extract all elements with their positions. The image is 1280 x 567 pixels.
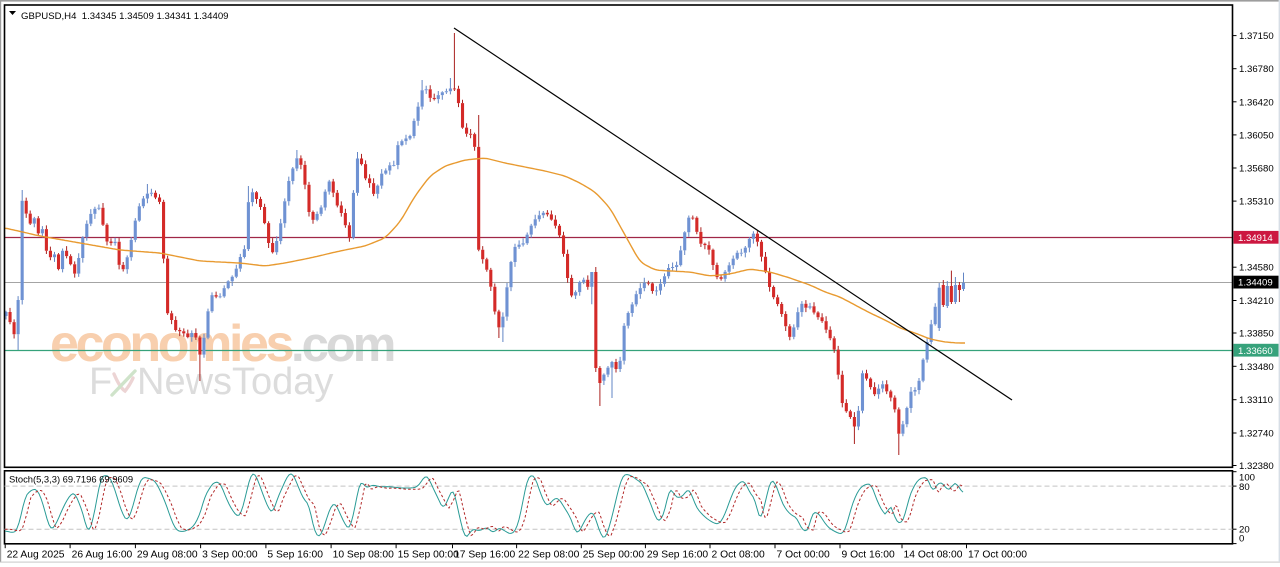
svg-text:17 Sep 16:00: 17 Sep 16:00 [454,550,516,561]
svg-text:.com: .com [291,318,394,372]
svg-text:NewsToday: NewsToday [137,361,333,403]
svg-text:1.33660: 1.33660 [1238,346,1273,357]
svg-text:1.33110: 1.33110 [1239,395,1273,406]
svg-text:5 Sep 16:00: 5 Sep 16:00 [267,550,323,561]
svg-text:1.37150: 1.37150 [1239,31,1274,42]
svg-text:F: F [89,361,112,403]
svg-text:1.36780: 1.36780 [1239,64,1274,75]
svg-text:26 Aug 16:00: 26 Aug 16:00 [72,550,133,561]
svg-text:29 Aug 08:00: 29 Aug 08:00 [137,550,198,561]
svg-text:22 Sep 08:00: 22 Sep 08:00 [518,550,580,561]
svg-text:2 Oct 08:00: 2 Oct 08:00 [712,550,766,561]
svg-text:7 Oct 00:00: 7 Oct 00:00 [777,550,831,561]
svg-text:1.32380: 1.32380 [1239,461,1274,472]
svg-text:1.34914: 1.34914 [1238,233,1273,244]
svg-text:14 Oct 08:00: 14 Oct 08:00 [904,550,963,561]
svg-text:3 Sep 00:00: 3 Sep 00:00 [202,550,258,561]
svg-text:100: 100 [1239,473,1255,484]
svg-text:1.36050: 1.36050 [1239,130,1274,141]
svg-text:1.34580: 1.34580 [1239,263,1274,274]
svg-text:80: 80 [1239,482,1250,493]
svg-text:9 Oct 16:00: 9 Oct 16:00 [842,550,896,561]
svg-text:1.32740: 1.32740 [1239,429,1274,440]
svg-text:17 Oct 00:00: 17 Oct 00:00 [968,550,1027,561]
svg-text:Stoch(5,3,3) 69.7196 69.9609: Stoch(5,3,3) 69.7196 69.9609 [9,474,133,485]
svg-text:0: 0 [1239,534,1244,545]
svg-text:15 Sep 00:00: 15 Sep 00:00 [398,550,460,561]
svg-text:1.35680: 1.35680 [1239,164,1274,175]
svg-text:GBPUSD,H4 1.34345 1.34509 1.3: GBPUSD,H4 1.34345 1.34509 1.34341 1.3440… [21,11,229,22]
svg-text:1.34210: 1.34210 [1239,296,1274,307]
svg-text:20: 20 [1239,525,1250,536]
svg-text:25 Sep 00:00: 25 Sep 00:00 [583,550,645,561]
svg-text:29 Sep 16:00: 29 Sep 16:00 [647,550,709,561]
svg-text:economies: economies [50,315,293,373]
svg-text:10 Sep 08:00: 10 Sep 08:00 [333,550,395,561]
svg-text:1.36420: 1.36420 [1239,97,1274,108]
svg-text:1.35310: 1.35310 [1239,197,1274,208]
svg-text:1.33850: 1.33850 [1239,329,1274,340]
svg-text:22 Aug 2025: 22 Aug 2025 [7,550,65,561]
svg-text:1.33480: 1.33480 [1239,362,1274,373]
svg-text:1.34409: 1.34409 [1238,278,1273,289]
